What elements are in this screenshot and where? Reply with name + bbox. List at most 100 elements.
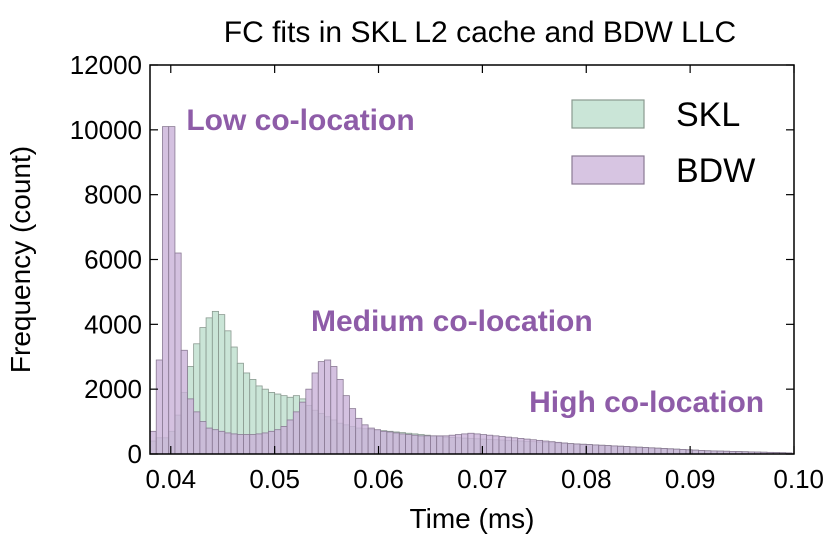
bar-bdw-4 [174,252,182,454]
bar-bdw-38 [386,431,394,454]
bar-bdw-80 [648,447,656,454]
bar-bdw-60 [523,438,531,454]
bar-bdw-33 [355,417,363,454]
bar-bdw-42 [411,434,419,454]
bar-bdw-30 [336,379,344,454]
bar-bdw-12 [224,432,232,454]
bar-bdw-44 [423,435,431,454]
bar-bdw-83 [666,448,674,454]
x-tick-label: 0.05 [249,464,300,494]
series-bdw [150,126,793,454]
bar-bdw-79 [641,447,649,454]
x-tick-label: 0.06 [353,464,404,494]
bar-bdw-63 [542,440,550,454]
bar-bdw-28 [324,359,332,454]
bar-bdw-29 [330,366,338,454]
bar-bdw-36 [373,429,381,454]
bar-bdw-70 [585,444,593,454]
bar-bdw-72 [598,444,606,454]
bar-bdw-73 [604,445,612,454]
y-tick-label: 4000 [84,309,142,339]
bar-bdw-13 [230,433,238,454]
bar-bdw-21 [280,426,288,454]
bar-bdw-58 [511,437,519,454]
bar-bdw-55 [492,435,500,454]
bar-bdw-51 [467,432,475,454]
x-tick-label: 0.08 [561,464,612,494]
bar-bdw-68 [573,443,581,454]
y-tick-label: 0 [128,439,142,469]
y-tick-label: 2000 [84,374,142,404]
bar-bdw-81 [654,447,662,454]
bar-bdw-19 [268,430,276,454]
annotation-1: Medium co-location [311,305,593,338]
annotations: Low co-location Medium co-location High co… [186,104,764,419]
bar-bdw-74 [610,445,618,454]
y-axis-label: Frequency (count) [5,146,36,373]
x-tick-label: 0.10 [773,464,824,494]
bar-bdw-16 [249,434,257,454]
bar-bdw-27 [317,361,325,454]
bar-bdw-1 [155,359,163,454]
y-axis: 0 2000 4000 6000 8000 10000 12000 [70,50,794,469]
bar-bdw-43 [417,435,425,454]
bar-bdw-2 [162,126,170,454]
bar-bdw-47 [442,435,450,454]
legend-label-skl: SKL [676,96,740,134]
bar-bdw-23 [292,411,300,454]
bar-bdw-40 [398,433,406,454]
x-tick-label: 0.09 [665,464,716,494]
bar-bdw-61 [529,439,537,454]
bar-bdw-45 [430,435,438,454]
annotation-0: Low co-location [186,104,414,137]
bar-bdw-14 [236,434,244,454]
bar-bdw-7 [193,411,201,454]
bar-bdw-34 [361,424,369,454]
bar-bdw-35 [367,427,375,454]
bar-bdw-54 [486,434,494,454]
chart-title: FC fits in SKL L2 cache and BDW LLC [224,16,736,49]
bar-bdw-53 [479,434,487,454]
bar-bdw-18 [261,432,269,454]
bar-bdw-17 [255,433,263,454]
bar-bdw-37 [380,430,388,454]
bar-bdw-76 [623,446,631,454]
bar-bdw-39 [392,432,400,454]
bar-bdw-52 [473,433,481,454]
bar-bdw-3 [168,126,176,454]
bar-bdw-24 [299,401,307,454]
bar-bdw-65 [554,441,562,454]
bar-bdw-82 [660,448,668,454]
x-axis-label: Time (ms) [410,503,535,534]
bar-bdw-32 [349,408,357,454]
bar-bdw-41 [405,434,413,454]
bar-bdw-66 [560,442,568,454]
bar-bdw-49 [454,434,463,454]
bar-bdw-25 [305,388,313,454]
bar-bdw-62 [536,439,544,454]
x-axis: 0.04 0.05 0.06 0.07 0.08 0.09 0.10 [145,65,824,494]
bar-bdw-10 [211,429,219,454]
y-tick-label: 6000 [84,245,142,275]
bar-bdw-9 [205,427,213,454]
bar-bdw-50 [461,433,469,454]
bar-bdw-22 [286,419,294,454]
bar-bdw-64 [548,441,556,454]
bar-bdw-0 [150,430,157,454]
bar-bdw-75 [617,445,625,454]
bar-bdw-56 [498,436,506,454]
bar-bdw-46 [436,435,444,454]
histogram-bars [150,126,793,454]
bar-bdw-15 [243,434,251,454]
bar-bdw-77 [629,446,637,454]
bar-bdw-69 [579,443,587,454]
legend: SKL BDW [571,96,755,190]
legend-label-bdw: BDW [676,152,755,190]
bar-bdw-26 [311,372,319,454]
bar-bdw-6 [186,398,195,454]
legend-swatch-skl [571,99,645,129]
bar-bdw-5 [180,349,188,454]
bar-bdw-71 [592,444,600,454]
bar-bdw-67 [567,443,575,454]
